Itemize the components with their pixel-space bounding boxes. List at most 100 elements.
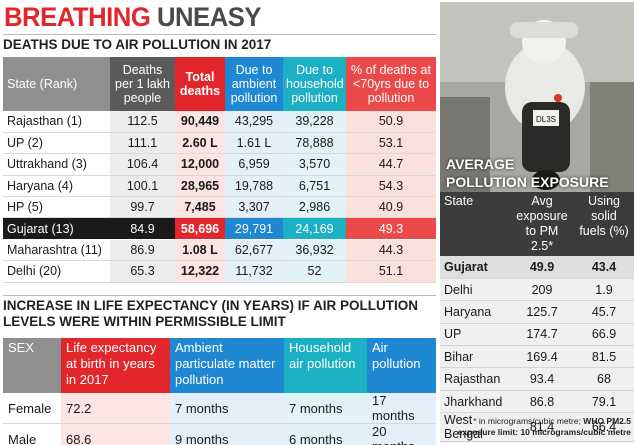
- deaths-cell: 53.1: [346, 132, 436, 155]
- deaths-table-row: UP (2) 111.1 2.60 L 1.61 L 78,888 53.1: [3, 132, 436, 155]
- exposure-cell: Haryana: [440, 300, 510, 324]
- deaths-table-row: Maharashtra (11) 86.9 1.08 L 62,677 36,932 44…: [3, 239, 436, 262]
- exposure-table-row: UP 174.7 66.9: [440, 323, 634, 347]
- exposure-cell: West Bengal: [440, 412, 510, 443]
- exposure-cell: UP: [440, 323, 510, 347]
- deaths-cell: Delhi (20): [3, 260, 110, 283]
- deaths-cell: 12,000: [175, 153, 225, 176]
- deaths-table-row: Uttrakhand (3) 106.4 12,000 6,959 3,570 44.7: [3, 153, 436, 176]
- deaths-cell: Gujarat (13): [3, 217, 110, 240]
- life-cell: 17 months: [367, 393, 436, 424]
- deaths-cell: 24,169: [283, 217, 346, 240]
- col-header-state: State (Rank): [3, 57, 110, 111]
- exposure-cell: Gujarat: [440, 256, 510, 279]
- exposure-table-row: Delhi 209 1.9: [440, 278, 634, 302]
- deaths-cell: 12,322: [175, 260, 225, 283]
- deaths-cell: Uttrakhand (3): [3, 153, 110, 176]
- col-header-life-expectancy: Life expectancy at birth in years in 201…: [61, 338, 170, 393]
- life-table-row: Female 72.2 7 months 7 months 17 months: [3, 393, 436, 424]
- deaths-cell: 58,696: [175, 217, 225, 240]
- deaths-table-row: Haryana (4) 100.1 28,965 19,788 6,751 54.3: [3, 175, 436, 198]
- deaths-cell: 111.1: [110, 132, 175, 155]
- svg-text:DL3S: DL3S: [536, 115, 556, 124]
- col-header-deaths-per-lakh: Deaths per 1 lakh people: [110, 57, 175, 111]
- exposure-header-row: State Avg exposure to PM 2.5* Using soli…: [440, 192, 634, 256]
- deaths-cell: Haryana (4): [3, 175, 110, 198]
- col-header-ambient: Due to ambient pollution: [225, 57, 283, 111]
- deaths-cell: 52: [283, 260, 346, 283]
- exposure-cell: 49.9: [510, 256, 574, 279]
- deaths-cell: 62,677: [225, 239, 283, 262]
- life-cell: 72.2: [61, 393, 170, 424]
- exposure-cell: 174.7: [510, 323, 574, 347]
- col-header-total-deaths: Total deaths: [175, 57, 225, 111]
- exposure-cell: 45.7: [574, 300, 634, 324]
- exposure-cell: 66.4: [574, 412, 634, 443]
- exposure-cell: 1.9: [574, 278, 634, 302]
- col-header-household-air: Household air pollution: [284, 338, 367, 393]
- life-cell: Female: [3, 393, 61, 424]
- exposure-cell: 81.5: [574, 345, 634, 369]
- deaths-cell: 90,449: [175, 111, 225, 133]
- exposure-table-row: Jharkhand 86.8 79.1: [440, 390, 634, 414]
- deaths-cell: 39,228: [283, 111, 346, 133]
- deaths-cell: 11,732: [225, 260, 283, 283]
- exposure-table-row: Bihar 169.4 81.5: [440, 345, 634, 369]
- life-header-row: SEX Life expectancy at birth in years in…: [3, 338, 436, 393]
- exposure-cell: Rajasthan: [440, 367, 510, 391]
- col-header-household: Due to household pollution: [283, 57, 346, 111]
- deaths-cell: 86.9: [110, 239, 175, 262]
- deaths-cell: 84.9: [110, 217, 175, 240]
- exposure-table-row: Gujarat 49.9 43.4: [440, 256, 634, 279]
- life-table-body: Female 72.2 7 months 7 months 17 months Male 6…: [3, 393, 436, 445]
- deaths-cell: 44.7: [346, 153, 436, 176]
- right-panel: DL3S AVERAGE POLLUTION EXPOSURE State Av…: [440, 2, 634, 443]
- col-header-exp-state: State: [440, 192, 510, 256]
- exposure-table: State Avg exposure to PM 2.5* Using soli…: [440, 192, 634, 443]
- deaths-cell: 43,295: [225, 111, 283, 133]
- headline: BREATHING UNEASY: [4, 2, 261, 32]
- deaths-cell: 29,791: [225, 217, 283, 240]
- exposure-table-row: Haryana 125.7 45.7: [440, 300, 634, 324]
- exposure-cell: 93.4: [510, 367, 574, 391]
- deaths-header-row: State (Rank) Deaths per 1 lakh people To…: [3, 57, 436, 111]
- scooter-smog-photo: DL3S AVERAGE POLLUTION EXPOSURE: [440, 2, 634, 192]
- exposure-cell: 81.4: [510, 412, 574, 443]
- deaths-cell: 2.60 L: [175, 132, 225, 155]
- exposure-cell: Jharkhand: [440, 390, 510, 414]
- deaths-cell: 40.9: [346, 196, 436, 219]
- deaths-cell: 51.1: [346, 260, 436, 283]
- deaths-table-row: Gujarat (13) 84.9 58,696 29,791 24,169 49.3: [3, 217, 436, 240]
- deaths-cell: 112.5: [110, 111, 175, 133]
- exposure-cell: 86.8: [510, 390, 574, 414]
- deaths-cell: 28,965: [175, 175, 225, 198]
- col-header-pct-under-70: % of deaths at <70yrs due to pollution: [346, 57, 436, 111]
- col-header-air-pollution: Air pollution: [367, 338, 436, 393]
- deaths-cell: 19,788: [225, 175, 283, 198]
- exposure-cell: 68: [574, 367, 634, 391]
- exposure-cell: 43.4: [574, 256, 634, 279]
- life-expectancy-table: SEX Life expectancy at birth in years in…: [3, 338, 436, 445]
- deaths-cell: 2,986: [283, 196, 346, 219]
- left-panel: DEATHS DUE TO AIR POLLUTION IN 2017 Stat…: [3, 34, 436, 445]
- deaths-cell: 100.1: [110, 175, 175, 198]
- life-cell: 68.6: [61, 423, 170, 445]
- deaths-cell: 7,485: [175, 196, 225, 219]
- col-header-sex: SEX: [3, 338, 61, 393]
- life-cell: 20 months: [367, 423, 436, 445]
- deaths-cell: 6,751: [283, 175, 346, 198]
- deaths-cell: 50.9: [346, 111, 436, 133]
- deaths-cell: 106.4: [110, 153, 175, 176]
- deaths-cell: 65.3: [110, 260, 175, 283]
- deaths-cell: 49.3: [346, 217, 436, 240]
- deaths-table: State (Rank) Deaths per 1 lakh people To…: [3, 57, 436, 283]
- deaths-cell: Maharashtra (11): [3, 239, 110, 262]
- deaths-table-row: Rajasthan (1) 112.5 90,449 43,295 39,228 50.9: [3, 111, 436, 133]
- deaths-cell: 44.3: [346, 239, 436, 262]
- life-section-title: INCREASE IN LIFE EXPECTANCY (IN YEARS) I…: [3, 295, 436, 337]
- deaths-cell: 1.61 L: [225, 132, 283, 155]
- col-header-ambient-pm: Ambient particulate matter pollution: [170, 338, 284, 393]
- headline-part1: BREATHING: [4, 2, 151, 32]
- life-cell: Male: [3, 423, 61, 445]
